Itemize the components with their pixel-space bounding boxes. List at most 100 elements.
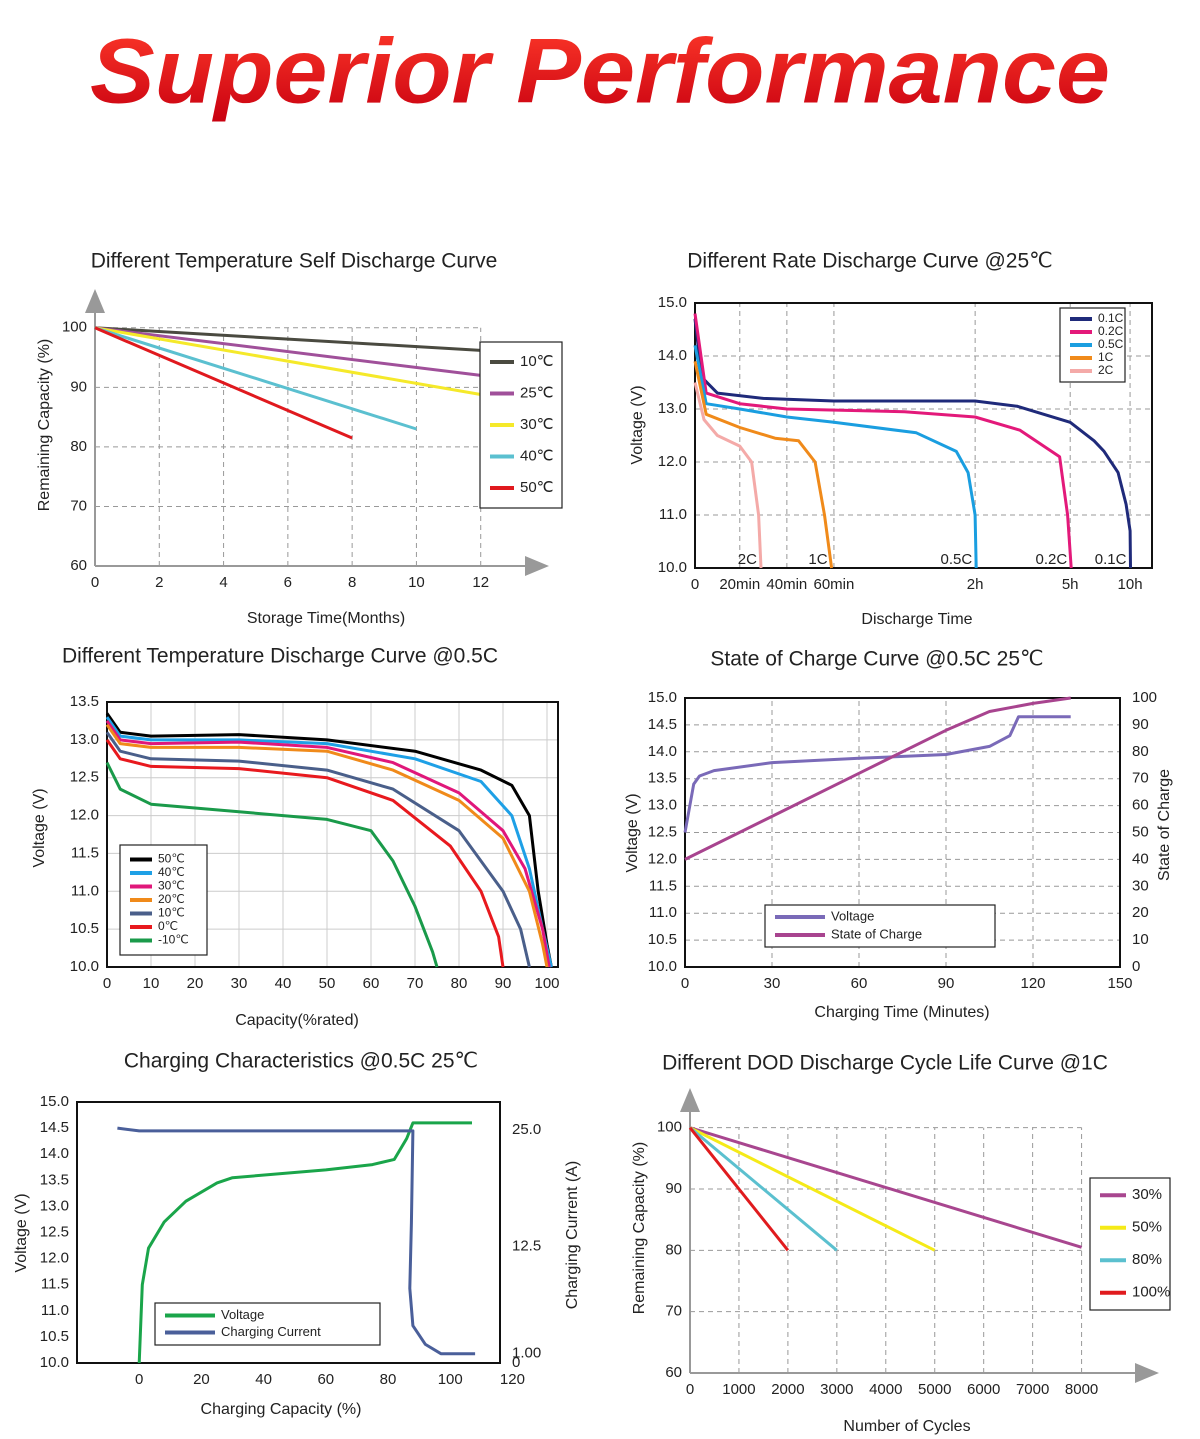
series-line [117, 1126, 476, 1356]
y-tick-label: 14.0 [648, 743, 677, 760]
x-tick-label: 80 [380, 1371, 397, 1388]
curve-label: 0.1C [1095, 551, 1127, 568]
legend-label: 40℃ [520, 447, 554, 464]
y-tick-label: 10.5 [40, 1328, 69, 1345]
legend-label: 100% [1132, 1284, 1170, 1301]
legend-box [154, 1302, 381, 1346]
y-tick-label: 13.0 [70, 731, 99, 748]
y-tick-label: 80 [665, 1241, 682, 1258]
x-axis-label: Charging Capacity (%) [201, 1401, 362, 1418]
chart-title: Charging Characteristics @0.5C 25℃ [124, 1050, 478, 1073]
y2-tick-label: 12.5 [512, 1237, 541, 1254]
y2-tick-label: 25.0 [512, 1121, 541, 1138]
curve-label: 2C [738, 551, 757, 568]
series-line [688, 1126, 790, 1252]
legend-label: State of Charge [831, 926, 922, 941]
x-axis-label: Number of Cycles [843, 1418, 970, 1435]
y-tick-label: 11.0 [659, 506, 687, 523]
series-line [693, 382, 763, 569]
x-tick-label: 7000 [1016, 1381, 1049, 1398]
series-line [684, 696, 1071, 861]
legend-box [764, 904, 996, 948]
chart-title: Different Rate Discharge Curve @25℃ [687, 250, 1053, 273]
x-tick-label: 10 [143, 975, 160, 992]
legend-label: 0.5C [1098, 337, 1124, 351]
y-tick-label: 90 [70, 378, 87, 395]
y-tick-label: 70 [665, 1303, 682, 1320]
x-tick-label: 4000 [869, 1381, 902, 1398]
y-tick-label: 10.0 [40, 1354, 69, 1371]
x-tick-label: 40 [255, 1371, 272, 1388]
series-line [94, 326, 353, 440]
x-tick-label: 12 [472, 574, 489, 591]
curve-label: 0.5C [941, 551, 973, 568]
x-tick-label: 100 [534, 975, 559, 992]
series-line [693, 318, 1132, 569]
curve-label: 0.2C [1036, 551, 1068, 568]
y-tick-label: 11.5 [649, 877, 677, 894]
x-tick-label: 50 [319, 975, 336, 992]
y2-tick-label: 100 [1132, 689, 1157, 706]
x-tick-label: 90 [495, 975, 512, 992]
y-tick-label: 11.0 [41, 1302, 69, 1319]
series-line [689, 1126, 1083, 1249]
x-axis-label: Storage Time(Months) [247, 610, 405, 627]
x-tick-label: 3000 [820, 1381, 853, 1398]
y2-tick-label: 40 [1132, 850, 1149, 867]
series-line [693, 345, 978, 569]
x-tick-label: 40min [766, 576, 807, 593]
legend-label: 25℃ [520, 384, 554, 401]
series-line [105, 720, 551, 968]
x-tick-label: 60 [363, 975, 380, 992]
x-tick-label: 2 [155, 574, 163, 591]
x-tick-label: 6000 [967, 1381, 1000, 1398]
y-tick-label: 10.0 [648, 958, 677, 975]
y2-tick-label: 0 [512, 1354, 520, 1371]
y-tick-label: 11.5 [41, 1276, 69, 1293]
y-tick-label: 14.5 [648, 716, 677, 733]
legend-label: 10℃ [520, 353, 554, 370]
y-tick-label: 10.5 [70, 920, 99, 937]
y-tick-label: 100 [62, 319, 87, 336]
curve-label: 1C [808, 551, 827, 568]
legend-label: 20℃ [158, 892, 185, 906]
legend-label: 40℃ [158, 865, 185, 879]
legend-label: 0.1C [1098, 311, 1124, 325]
x-tick-label: 1000 [722, 1381, 755, 1398]
legend-label: -10℃ [158, 933, 189, 947]
x-tick-label: 0 [691, 576, 699, 593]
x-tick-label: 5h [1062, 576, 1079, 593]
legend-label: 0℃ [158, 919, 178, 933]
chart-title: Different Temperature Self Discharge Cur… [91, 250, 498, 273]
series-line [105, 731, 531, 968]
y2-tick-label: 50 [1132, 823, 1149, 840]
y-tick-label: 12.0 [40, 1250, 69, 1267]
y-axis-label: Voltage (V) [624, 793, 641, 872]
y-tick-label: 80 [70, 438, 87, 455]
y-tick-label: 10.5 [648, 931, 677, 948]
y-tick-label: 11.0 [71, 882, 99, 899]
x-tick-label: 4 [219, 574, 227, 591]
x-tick-label: 10 [408, 574, 425, 591]
x-tick-label: 20 [187, 975, 204, 992]
y2-axis-label: State of Charge [1156, 769, 1173, 881]
y-tick-label: 60 [665, 1364, 682, 1381]
legend-label: 30% [1132, 1186, 1162, 1203]
y-tick-label: 12.0 [70, 807, 99, 824]
y2-tick-label: 1.00 [512, 1345, 541, 1362]
x-tick-label: 60min [813, 576, 854, 593]
y-tick-label: 12.5 [648, 823, 677, 840]
x-tick-label: 40 [275, 975, 292, 992]
y-tick-label: 13.0 [648, 797, 677, 814]
x-tick-label: 20min [719, 576, 760, 593]
y-axis-label: Voltage (V) [31, 788, 48, 867]
series-line [105, 739, 505, 968]
y-axis-label: Voltage (V) [629, 385, 646, 464]
y2-tick-label: 20 [1132, 904, 1149, 921]
y-tick-label: 13.0 [40, 1197, 69, 1214]
y2-tick-label: 60 [1132, 797, 1149, 814]
x-tick-label: 80 [451, 975, 468, 992]
legend-label: 80% [1132, 1251, 1162, 1268]
y-tick-label: 10.0 [70, 958, 99, 975]
